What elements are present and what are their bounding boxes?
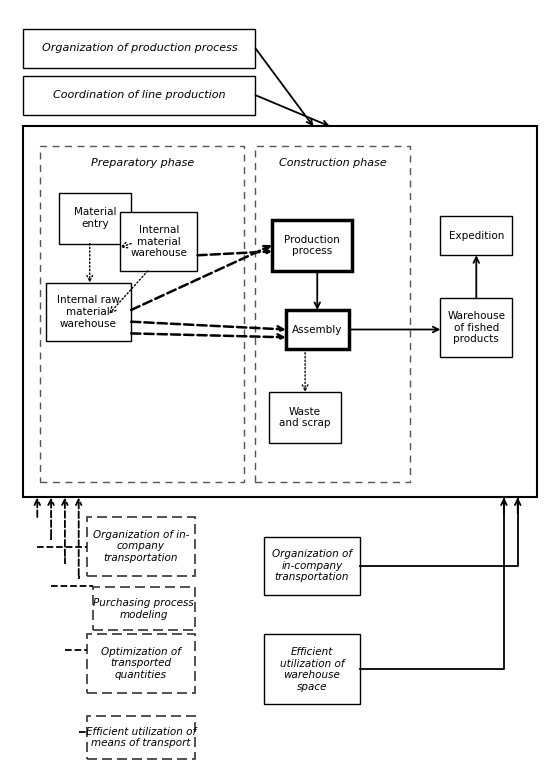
FancyBboxPatch shape <box>272 220 352 271</box>
FancyBboxPatch shape <box>23 75 255 114</box>
Text: Organization of in-
company
transportation: Organization of in- company transportati… <box>93 530 189 563</box>
FancyBboxPatch shape <box>46 282 131 341</box>
FancyBboxPatch shape <box>264 536 360 595</box>
FancyBboxPatch shape <box>441 298 512 357</box>
FancyBboxPatch shape <box>93 587 195 630</box>
Text: Organization of production process: Organization of production process <box>42 43 237 53</box>
Text: Internal raw
material
warehouse: Internal raw material warehouse <box>57 296 120 328</box>
Text: Material
entry: Material entry <box>74 208 117 229</box>
FancyBboxPatch shape <box>269 392 341 443</box>
Text: Optimization of
transported
quantities: Optimization of transported quantities <box>101 647 181 680</box>
FancyBboxPatch shape <box>441 216 512 256</box>
Text: Internal
material
warehouse: Internal material warehouse <box>130 225 187 258</box>
Text: Organization of
in-company
transportation: Organization of in-company transportatio… <box>272 550 352 583</box>
FancyBboxPatch shape <box>59 193 131 244</box>
FancyBboxPatch shape <box>87 717 195 759</box>
Text: Efficient
utilization of
warehouse
space: Efficient utilization of warehouse space <box>280 647 344 691</box>
FancyBboxPatch shape <box>87 517 195 575</box>
FancyBboxPatch shape <box>255 146 410 482</box>
FancyBboxPatch shape <box>23 126 537 498</box>
FancyBboxPatch shape <box>286 310 349 349</box>
FancyBboxPatch shape <box>120 212 198 271</box>
Text: Purchasing process
modeling: Purchasing process modeling <box>93 598 194 619</box>
FancyBboxPatch shape <box>23 29 255 67</box>
Text: Efficient utilization of
means of transport: Efficient utilization of means of transp… <box>86 727 196 749</box>
Text: Production
process: Production process <box>284 234 340 256</box>
Text: Coordination of line production: Coordination of line production <box>53 90 226 100</box>
FancyBboxPatch shape <box>264 634 360 705</box>
FancyBboxPatch shape <box>40 146 244 482</box>
Text: Assembly: Assembly <box>292 325 343 335</box>
Text: Warehouse
of fished
products: Warehouse of fished products <box>447 311 505 344</box>
Text: Expedition: Expedition <box>448 230 504 241</box>
Text: Preparatory phase: Preparatory phase <box>90 158 194 168</box>
FancyBboxPatch shape <box>87 634 195 693</box>
Text: Construction phase: Construction phase <box>279 158 387 168</box>
Text: Waste
and scrap: Waste and scrap <box>279 407 331 428</box>
